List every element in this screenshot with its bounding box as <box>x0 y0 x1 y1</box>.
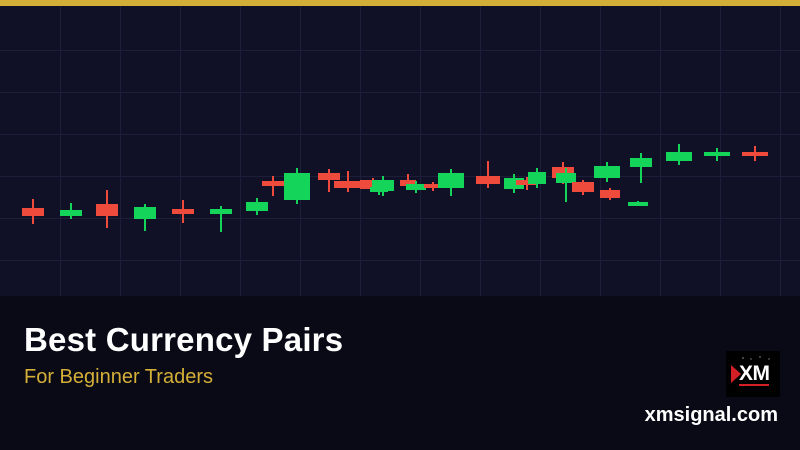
candlestick-body <box>334 181 362 188</box>
gridline-horizontal <box>0 260 800 261</box>
candlestick-body <box>628 202 648 206</box>
page-subtitle: For Beginner Traders <box>24 366 213 388</box>
candlestick-body <box>528 172 546 184</box>
candlestick-body <box>210 209 232 214</box>
candlestick <box>334 6 362 296</box>
candlestick-body <box>134 207 156 219</box>
candlestick <box>666 6 692 296</box>
candlestick-wick <box>565 168 567 202</box>
candlestick-body <box>556 173 576 183</box>
candlestick-wick <box>272 176 274 196</box>
logo-arrow-icon <box>731 365 741 383</box>
candlestick-body <box>400 180 416 186</box>
candlestick <box>60 6 82 296</box>
candlestick <box>372 6 394 296</box>
gridline-vertical <box>360 6 361 296</box>
candlestick <box>630 6 652 296</box>
candlestick-body <box>424 184 442 188</box>
gridline-horizontal <box>0 218 800 219</box>
gridline-vertical <box>300 6 301 296</box>
gridline-vertical <box>240 6 241 296</box>
candlestick-body <box>262 181 284 186</box>
candlestick <box>556 6 576 296</box>
candlestick <box>438 6 464 296</box>
gridline-horizontal <box>0 92 800 93</box>
candlestick <box>594 6 620 296</box>
candlestick <box>528 6 546 296</box>
caption-panel: Best Currency Pairs For Beginner Traders… <box>0 296 800 450</box>
candlestick-body <box>600 190 620 198</box>
xm-logo: XM <box>726 351 780 397</box>
candlestick-body <box>742 152 768 156</box>
candlestick <box>284 6 310 296</box>
candlestick-body <box>22 208 44 216</box>
candlestick-chart <box>0 6 800 296</box>
candlestick <box>704 6 730 296</box>
gridline-vertical <box>540 6 541 296</box>
candlestick <box>210 6 232 296</box>
gridline-vertical <box>480 6 481 296</box>
candlestick-wick <box>328 169 330 192</box>
candlestick-wick <box>487 161 489 188</box>
candlestick-wick <box>640 153 642 183</box>
candlestick-body <box>476 176 500 184</box>
candlestick <box>172 6 194 296</box>
gridline-vertical <box>660 6 661 296</box>
gridline-horizontal <box>0 134 800 135</box>
gridline-vertical <box>600 6 601 296</box>
candlestick-body <box>246 202 268 211</box>
candlestick-body <box>96 204 118 216</box>
gridline-vertical <box>60 6 61 296</box>
page-title: Best Currency Pairs <box>24 321 344 358</box>
candlestick-body <box>630 158 652 167</box>
candlestick <box>504 6 524 296</box>
logo-sparkle-decoration <box>740 356 774 361</box>
candlestick <box>96 6 118 296</box>
gridline-vertical <box>780 6 781 296</box>
gridline-vertical <box>420 6 421 296</box>
candlestick <box>424 6 442 296</box>
candlestick-body <box>704 152 730 156</box>
site-url-label: xmsignal.com <box>644 404 778 426</box>
gridline-horizontal <box>0 176 800 177</box>
candlestick-body <box>406 184 426 190</box>
candlestick <box>400 6 416 296</box>
candlestick-body <box>504 178 524 189</box>
candlestick-body <box>572 182 594 192</box>
candlestick-body <box>552 167 574 178</box>
gridline-vertical <box>720 6 721 296</box>
candlestick <box>22 6 44 296</box>
gridline-vertical <box>120 6 121 296</box>
candlestick-body <box>372 180 394 191</box>
candlestick <box>742 6 768 296</box>
candlestick <box>600 6 620 296</box>
candlestick-wick <box>220 206 222 232</box>
candlestick-body <box>438 173 464 188</box>
candlestick <box>476 6 500 296</box>
top-accent-bar <box>0 0 800 6</box>
candlestick <box>516 6 538 296</box>
candlestick-body <box>516 180 538 185</box>
candlestick-body <box>60 210 82 216</box>
candlestick <box>134 6 156 296</box>
candlestick <box>318 6 340 296</box>
candlestick-body <box>666 152 692 161</box>
candlestick <box>406 6 426 296</box>
candlestick-body <box>594 166 620 178</box>
candlestick-body <box>284 173 310 200</box>
gridline-vertical <box>180 6 181 296</box>
gridline-horizontal <box>0 50 800 51</box>
candlestick <box>572 6 594 296</box>
candlestick-body <box>318 173 340 180</box>
logo-wordmark: XM <box>739 362 770 385</box>
candlestick <box>628 6 648 296</box>
candlestick-body <box>172 209 194 214</box>
candlestick <box>246 6 268 296</box>
candlestick <box>262 6 284 296</box>
logo-underline <box>739 384 769 386</box>
